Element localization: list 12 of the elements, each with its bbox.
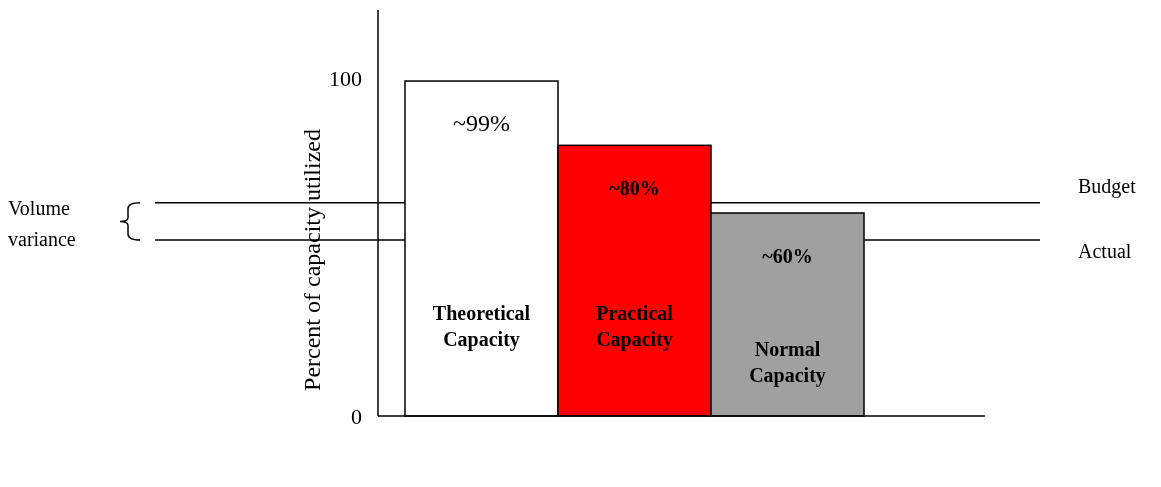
data-label: ~80% (609, 177, 660, 200)
data-label: ~60% (762, 245, 813, 267)
x-tick-label: Theoretical Capacity (432, 302, 531, 351)
y-tick-label: 0 (351, 404, 362, 429)
text: Volume variance (8, 197, 76, 251)
x-tick-label: Practical Capacity (596, 302, 674, 351)
ref-line-label: Budget (1078, 174, 1137, 198)
data-label: ~99% (453, 110, 510, 137)
x-tick-label: Normal Capacity (749, 338, 826, 387)
y-axis-title: Percent of capacity utilized (299, 129, 325, 391)
ref-line-label: Actual (1078, 240, 1132, 263)
y-tick-label: 100 (329, 65, 362, 91)
